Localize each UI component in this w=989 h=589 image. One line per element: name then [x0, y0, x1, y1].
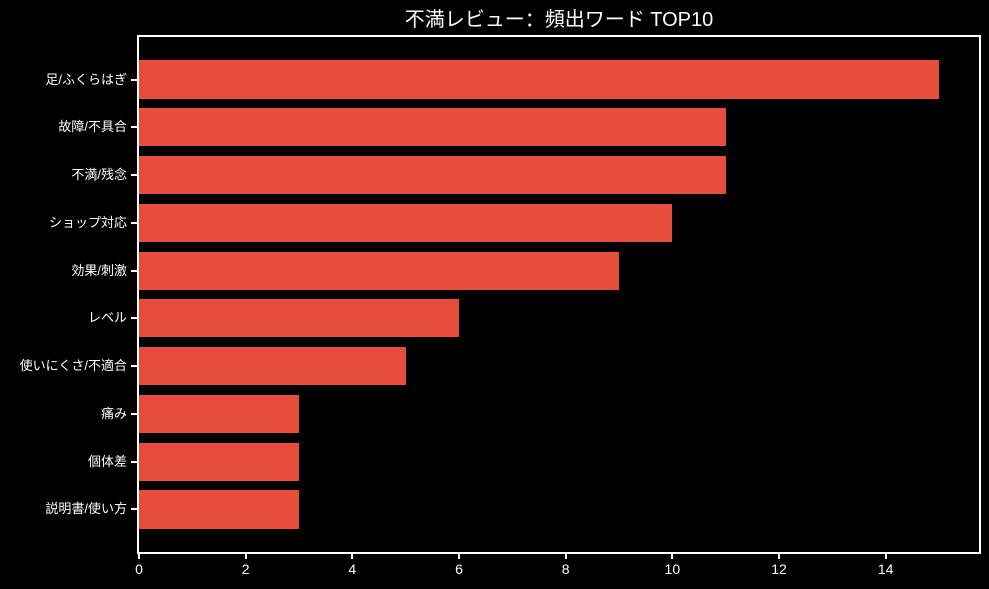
y-tick-mark-1	[131, 126, 137, 129]
category-label-0: 足/ふくらはぎ	[45, 71, 127, 87]
x-tick-label-4: 8	[561, 561, 570, 577]
category-label-3: ショップ対応	[48, 214, 127, 230]
bar-8	[139, 442, 299, 481]
y-tick-mark-8	[131, 460, 137, 463]
bar-3	[139, 203, 673, 242]
bar-6	[139, 347, 406, 386]
x-tick-mark-6	[778, 554, 780, 559]
bar-5	[139, 299, 459, 338]
category-label-4: 効果/刺激	[71, 262, 127, 278]
bar-7	[139, 394, 299, 434]
x-tick-label-3: 6	[455, 561, 463, 577]
x-tick-label-7: 14	[877, 561, 894, 577]
bar-0	[139, 60, 939, 99]
category-label-7: 痛み	[100, 405, 127, 421]
bar-9	[139, 490, 299, 529]
x-tick-mark-2	[351, 554, 354, 559]
y-tick-mark-4	[131, 269, 137, 272]
x-tick-mark-5	[671, 554, 674, 559]
y-tick-mark-0	[131, 78, 137, 81]
x-tick-label-0: 0	[135, 561, 143, 577]
x-tick-label-2: 4	[348, 561, 357, 577]
category-label-1: 故障/不具合	[58, 119, 127, 135]
category-label-2: 不満/残念	[71, 167, 127, 183]
x-tick-label-6: 12	[771, 561, 787, 577]
bar-4	[139, 251, 619, 290]
x-tick-mark-1	[244, 554, 247, 559]
bar-1	[139, 108, 726, 147]
y-tick-mark-3	[131, 221, 137, 224]
plot-area	[137, 35, 981, 554]
chart-title: 不満レビュー：頻出ワード TOP10	[404, 9, 714, 31]
x-tick-mark-0	[138, 554, 140, 559]
bar-2	[139, 155, 726, 195]
y-tick-mark-9	[131, 508, 137, 511]
category-label-8: 個体差	[87, 453, 127, 469]
x-tick-label-1: 2	[241, 561, 250, 577]
y-tick-mark-7	[131, 412, 137, 415]
y-tick-mark-5	[131, 317, 137, 320]
category-label-6: 使いにくさ/不適合	[19, 358, 127, 374]
y-tick-mark-6	[131, 365, 137, 368]
x-tick-mark-4	[564, 554, 567, 559]
category-label-5: レベル	[87, 310, 127, 326]
x-tick-mark-7	[884, 554, 887, 559]
x-tick-label-5: 10	[664, 561, 681, 577]
category-label-9: 説明書/使い方	[45, 501, 127, 517]
x-tick-mark-3	[458, 554, 460, 559]
y-axis-labels: 足/ふくらはぎ故障/不具合不満/残念ショップ対応効果/刺激レベル使いにくさ/不適…	[0, 37, 127, 552]
y-tick-mark-2	[131, 174, 137, 177]
